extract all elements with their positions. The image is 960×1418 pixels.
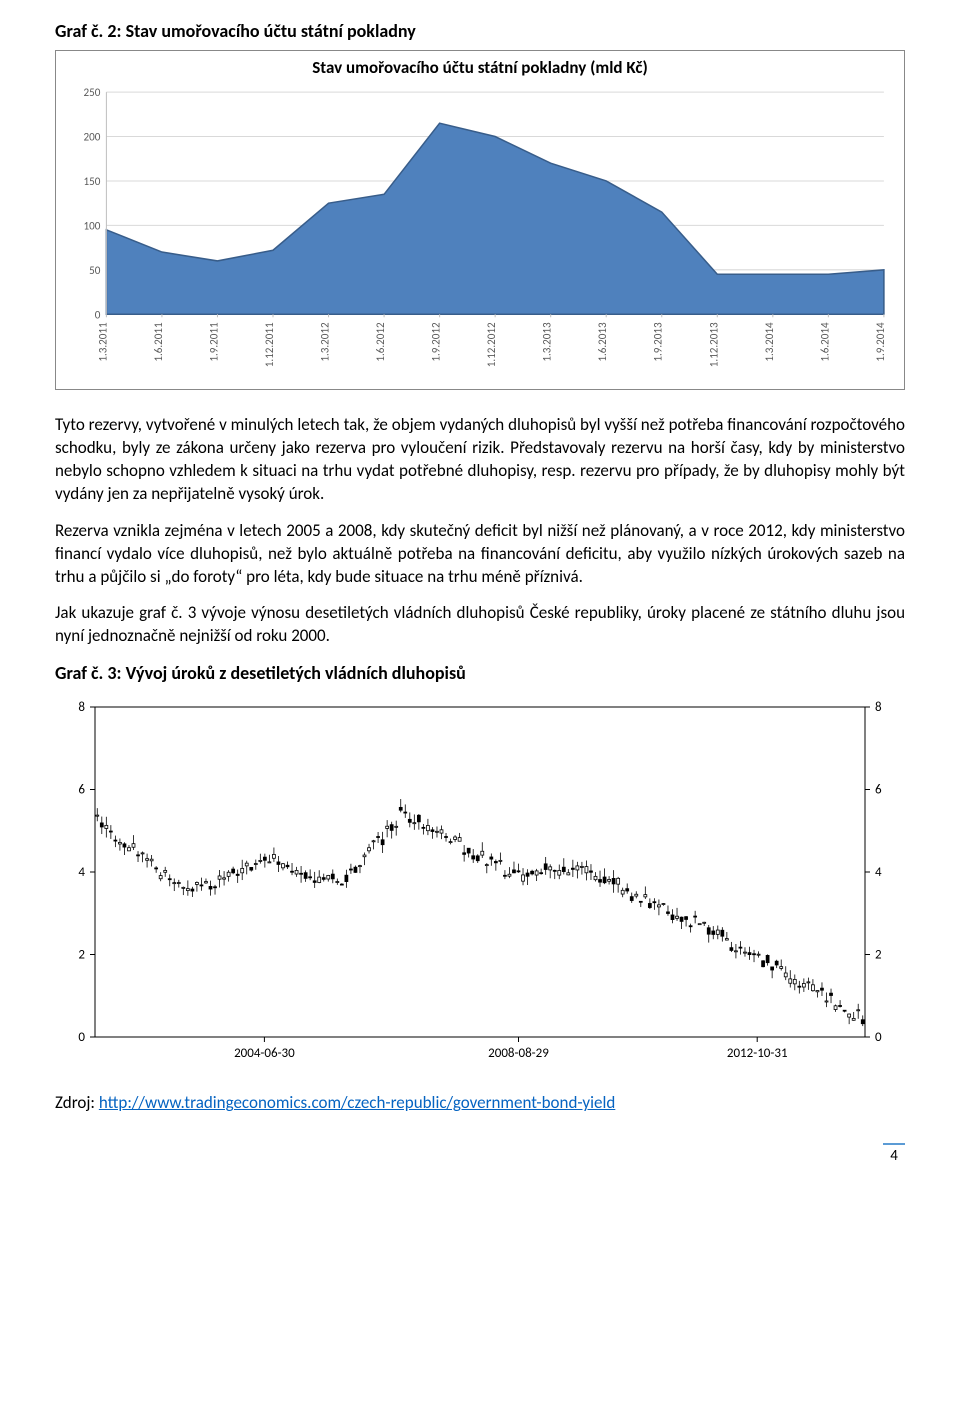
- page-number-wrap: 4: [55, 1143, 905, 1165]
- source-link[interactable]: http://www.tradingeconomics.com/czech-re…: [99, 1092, 615, 1113]
- svg-text:50: 50: [89, 263, 101, 277]
- svg-text:2: 2: [875, 948, 882, 963]
- svg-text:200: 200: [83, 130, 100, 144]
- svg-text:0: 0: [875, 1030, 882, 1045]
- svg-text:250: 250: [83, 85, 100, 99]
- svg-text:1.9.2012: 1.9.2012: [429, 322, 443, 362]
- svg-text:1.9.2013: 1.9.2013: [651, 322, 665, 362]
- svg-text:2012-10-31: 2012-10-31: [727, 1046, 788, 1061]
- chart2-heading: Graf č. 3: Vývoj úroků z desetiletých vl…: [55, 662, 905, 684]
- chart2-candlestick-chart: 0 0 2 2 4 4 6 6 8 8 2004-06-30 2008-08-29 2012-10-31: [55, 692, 905, 1072]
- paragraph-2: Rezerva vznikla zejména v letech 2005 a …: [55, 520, 905, 589]
- svg-text:0: 0: [78, 1030, 85, 1045]
- svg-text:8: 8: [78, 700, 85, 715]
- paragraph-3: Jak ukazuje graf č. 3 vývoje výnosu dese…: [55, 602, 905, 648]
- svg-text:1.6.2014: 1.6.2014: [817, 322, 831, 362]
- chart1-container: Stav umořovacího účtu státní pokladny (m…: [55, 50, 905, 390]
- svg-text:0: 0: [95, 307, 101, 321]
- svg-text:1.3.2011: 1.3.2011: [95, 322, 109, 362]
- svg-text:4: 4: [875, 865, 882, 880]
- svg-text:1.12.2013: 1.12.2013: [706, 322, 720, 367]
- svg-text:2: 2: [78, 948, 85, 963]
- chart1-area-chart: 0 50 100 150 200 250 1.3.2011 1.6.2011 1.9.2011 1…: [66, 82, 894, 385]
- svg-text:6: 6: [78, 783, 85, 798]
- chart1-heading: Graf č. 2: Stav umořovacího účtu státní …: [55, 20, 905, 42]
- svg-text:2008-08-29: 2008-08-29: [488, 1046, 549, 1061]
- svg-text:150: 150: [83, 174, 100, 188]
- svg-text:1.9.2014: 1.9.2014: [873, 322, 887, 362]
- svg-text:1.6.2011: 1.6.2011: [151, 322, 165, 362]
- chart1-title: Stav umořovacího účtu státní pokladny (m…: [66, 57, 894, 78]
- svg-text:1.3.2012: 1.3.2012: [318, 322, 332, 362]
- source-label: Zdroj:: [55, 1092, 99, 1113]
- svg-text:2004-06-30: 2004-06-30: [234, 1046, 295, 1061]
- svg-text:8: 8: [875, 700, 882, 715]
- svg-text:1.3.2013: 1.3.2013: [540, 322, 554, 362]
- svg-text:1.9.2011: 1.9.2011: [206, 322, 220, 362]
- svg-text:1.12.2011: 1.12.2011: [262, 322, 276, 367]
- paragraph-1: Tyto rezervy, vytvořené v minulých letec…: [55, 414, 905, 506]
- page: Graf č. 2: Stav umořovacího účtu státní …: [0, 0, 960, 1195]
- page-number: 4: [883, 1143, 905, 1165]
- svg-text:6: 6: [875, 783, 882, 798]
- svg-text:100: 100: [83, 218, 100, 232]
- svg-text:4: 4: [78, 865, 85, 880]
- svg-text:1.3.2014: 1.3.2014: [762, 322, 776, 362]
- svg-text:1.12.2012: 1.12.2012: [484, 322, 498, 367]
- source-line: Zdroj: http://www.tradingeconomics.com/c…: [55, 1092, 905, 1113]
- svg-text:1.6.2013: 1.6.2013: [595, 322, 609, 362]
- svg-text:1.6.2012: 1.6.2012: [373, 322, 387, 362]
